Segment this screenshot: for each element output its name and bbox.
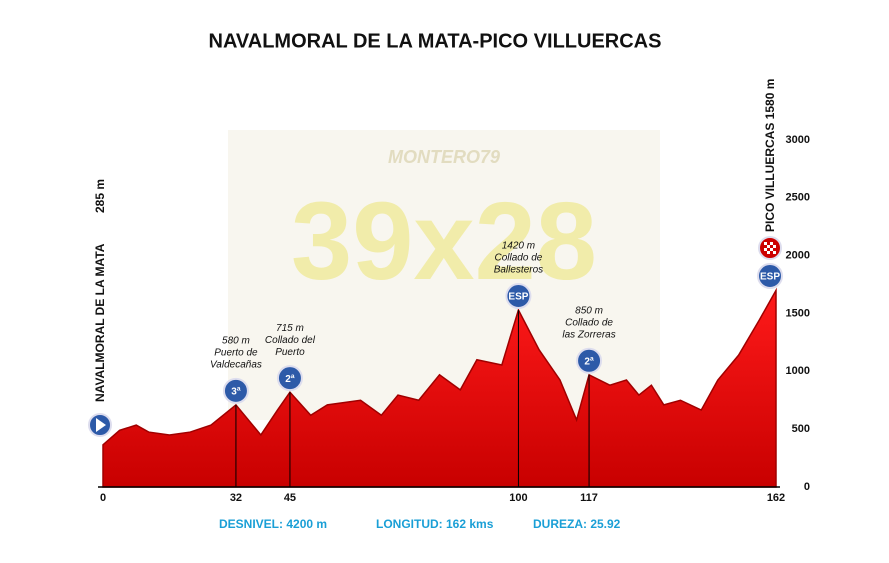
y-tick-label: 1000 bbox=[786, 365, 810, 377]
flag-square bbox=[764, 242, 767, 245]
start-arrow bbox=[96, 418, 106, 432]
category-badge bbox=[222, 377, 249, 404]
category-label: ESP bbox=[508, 292, 528, 303]
climb-name: Valdecañas bbox=[210, 360, 262, 371]
flag-square bbox=[773, 245, 776, 248]
climb-altitude: 580 m bbox=[222, 336, 250, 347]
category-label: ESP bbox=[760, 272, 780, 283]
flag-square bbox=[770, 248, 773, 251]
category-label: 2ª bbox=[285, 374, 295, 385]
climb-name: Puerto de bbox=[214, 348, 258, 359]
flag-square bbox=[767, 251, 770, 254]
category-badge bbox=[276, 365, 303, 392]
y-tick-label: 2000 bbox=[786, 250, 810, 262]
profile-area bbox=[102, 287, 777, 488]
start-altitude: 285 m bbox=[93, 179, 107, 213]
category-label: 3ª bbox=[231, 387, 241, 398]
flag-square bbox=[773, 251, 776, 254]
climb-altitude: 850 m bbox=[575, 305, 603, 316]
flag-square bbox=[767, 245, 770, 248]
start-name: NAVALMORAL DE LA MATA bbox=[93, 243, 107, 402]
chart-title: NAVALMORAL DE LA MATA-PICO VILLUERCAS bbox=[209, 30, 662, 52]
finish-name: PICO VILLUERCAS 1580 m bbox=[763, 79, 777, 232]
x-tick-label: 117 bbox=[580, 492, 598, 504]
climb-name: Ballesteros bbox=[494, 265, 543, 276]
x-tick-label: 0 bbox=[100, 492, 106, 504]
climb-altitude: 1420 m bbox=[502, 241, 535, 252]
stat: LONGITUD: 162 kms bbox=[376, 517, 494, 531]
x-tick-label: 45 bbox=[284, 492, 296, 504]
watermark: MONTERO79 bbox=[388, 147, 500, 167]
climb-name: las Zorreras bbox=[562, 329, 615, 340]
stat: DESNIVEL: 4200 m bbox=[219, 517, 327, 531]
x-tick-label: 162 bbox=[767, 492, 785, 504]
y-tick-label: 2500 bbox=[786, 192, 810, 204]
flag-square bbox=[764, 248, 767, 251]
climb-altitude: 715 m bbox=[276, 323, 304, 334]
y-tick-label: 3000 bbox=[786, 134, 810, 146]
flag-square bbox=[770, 242, 773, 245]
stat: DUREZA: 25.92 bbox=[533, 517, 621, 531]
climb-name: Collado de bbox=[495, 253, 543, 264]
x-tick-label: 100 bbox=[509, 492, 527, 504]
y-tick-label: 1500 bbox=[786, 307, 810, 319]
category-badge bbox=[505, 283, 532, 310]
climb-name: Collado del bbox=[265, 335, 316, 346]
climb-name: Puerto bbox=[275, 347, 305, 358]
category-badge bbox=[576, 347, 603, 374]
category-badge bbox=[757, 263, 783, 289]
y-tick-label: 0 bbox=[804, 481, 810, 493]
x-tick-label: 32 bbox=[230, 492, 242, 504]
category-label: 2ª bbox=[584, 356, 594, 367]
y-tick-label: 500 bbox=[792, 423, 810, 435]
watermark: 39x28 bbox=[291, 180, 597, 303]
climb-name: Collado de bbox=[565, 317, 613, 328]
